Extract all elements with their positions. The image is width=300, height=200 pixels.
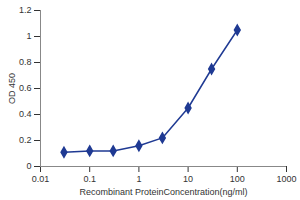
svg-text:0: 0 bbox=[26, 161, 31, 171]
svg-text:Recombinant ProteinConcentrati: Recombinant ProteinConcentration(ng/ml) bbox=[79, 187, 247, 197]
svg-text:0.1: 0.1 bbox=[83, 174, 96, 184]
svg-text:0.01: 0.01 bbox=[32, 174, 50, 184]
svg-text:OD 450: OD 450 bbox=[7, 73, 17, 104]
svg-text:10: 10 bbox=[183, 174, 193, 184]
svg-text:0.2: 0.2 bbox=[19, 135, 32, 145]
svg-text:0.4: 0.4 bbox=[19, 109, 32, 119]
svg-text:1: 1 bbox=[26, 31, 31, 41]
svg-text:100: 100 bbox=[230, 174, 245, 184]
svg-text:1: 1 bbox=[136, 174, 141, 184]
svg-text:1000: 1000 bbox=[276, 174, 296, 184]
svg-text:1.2: 1.2 bbox=[19, 5, 32, 15]
svg-text:0.8: 0.8 bbox=[19, 57, 32, 67]
svg-text:0.6: 0.6 bbox=[19, 83, 32, 93]
